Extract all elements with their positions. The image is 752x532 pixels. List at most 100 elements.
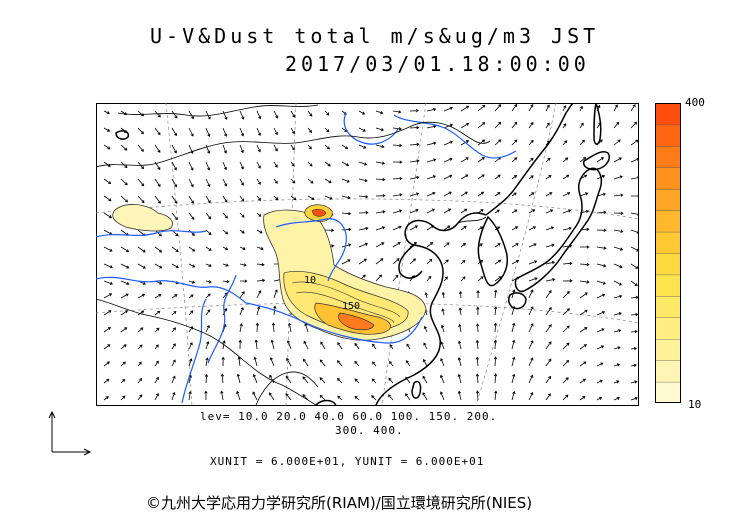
wind-vector xyxy=(371,395,377,401)
wind-vector xyxy=(596,280,607,285)
wind-vector xyxy=(137,195,145,204)
wind-vector xyxy=(154,393,159,401)
wind-vector xyxy=(545,157,551,163)
wind-vector xyxy=(171,343,176,350)
wind-vector xyxy=(256,195,262,201)
wind-vector xyxy=(236,390,241,401)
wind-vector xyxy=(579,395,586,401)
wind-vector xyxy=(256,144,261,153)
wind-vector xyxy=(372,343,377,350)
wind-vector xyxy=(426,141,437,146)
wind-vector xyxy=(171,110,178,119)
wind-vector xyxy=(562,174,570,180)
wind-vector xyxy=(511,175,518,180)
wind-vector xyxy=(460,243,466,248)
wind-vector xyxy=(269,374,275,384)
wind-vector xyxy=(477,276,484,282)
wind-vector xyxy=(137,144,144,152)
wind-vector xyxy=(562,308,570,316)
wind-vector xyxy=(630,176,639,180)
wind-vector xyxy=(443,123,453,129)
wind-vector xyxy=(256,178,261,185)
wind-vector xyxy=(440,357,445,367)
wind-vector xyxy=(613,280,623,286)
wind-vector xyxy=(171,375,176,384)
wind-vector xyxy=(324,195,333,200)
wind-vector xyxy=(579,344,588,350)
wind-vector xyxy=(476,306,480,316)
wind-vector xyxy=(528,175,534,180)
wind-vector xyxy=(120,280,130,285)
wind-vector xyxy=(613,157,622,163)
wind-vector xyxy=(239,195,245,202)
wind-vector xyxy=(205,309,211,316)
wind-vector xyxy=(511,121,518,129)
wind-vector xyxy=(205,246,212,251)
wind-vector xyxy=(103,280,113,285)
wind-vector xyxy=(422,392,428,401)
wind-vector xyxy=(545,209,554,214)
wind-vector xyxy=(222,178,228,187)
wind-vector xyxy=(392,160,403,164)
wind-vector xyxy=(222,144,227,154)
wind-vector xyxy=(423,325,428,333)
wind-vector xyxy=(405,360,411,367)
wind-vector xyxy=(120,361,126,367)
wind-vector xyxy=(171,311,177,316)
wind-vector xyxy=(630,280,638,287)
wind-vector xyxy=(460,157,469,163)
wind-vector xyxy=(460,174,469,180)
wind-vector xyxy=(494,139,502,146)
wind-vector xyxy=(285,375,292,384)
wind-vector xyxy=(630,380,638,384)
wind-vector xyxy=(475,323,480,333)
wind-vector xyxy=(613,246,624,251)
wind-vector xyxy=(171,263,179,268)
wind-vector xyxy=(579,122,584,129)
wind-vector xyxy=(392,225,402,231)
wind-vector xyxy=(222,110,228,120)
wind-vector xyxy=(562,157,569,163)
wind-vector xyxy=(358,258,368,265)
wind-vector xyxy=(528,104,534,112)
wind-vector xyxy=(426,275,432,282)
wind-vector xyxy=(188,246,196,252)
colorbar-cell xyxy=(655,359,681,383)
colorbar-cell xyxy=(655,274,681,297)
wind-vector xyxy=(388,377,394,384)
wind-vector xyxy=(171,195,178,204)
wind-vector xyxy=(273,178,278,184)
chart-timestamp: 2017/03/01.18:00:00 xyxy=(285,52,590,76)
wind-vector xyxy=(457,340,462,350)
wind-vector xyxy=(205,110,211,120)
wind-vector xyxy=(120,178,128,186)
wind-vector xyxy=(613,104,618,112)
dust-contour-ring-2 xyxy=(295,291,395,324)
wind-vector xyxy=(256,262,265,267)
wind-vector xyxy=(205,178,211,188)
wind-vector xyxy=(239,323,243,333)
wind-vector xyxy=(252,391,258,401)
wind-vector xyxy=(443,225,451,231)
wind-vector xyxy=(337,342,343,350)
wind-vector xyxy=(409,258,416,265)
wind-vector xyxy=(120,293,129,299)
wind-vector xyxy=(409,192,420,197)
colorbar-cell xyxy=(655,252,681,276)
wind-vector xyxy=(440,391,445,401)
colorbar-cell xyxy=(655,317,681,340)
wind-vector xyxy=(477,191,485,197)
wind-vector xyxy=(188,229,195,236)
wind-vector xyxy=(613,346,621,350)
wind-vector xyxy=(171,327,176,333)
wind-vector xyxy=(237,356,241,367)
wind-vector xyxy=(171,144,177,154)
wind-vector xyxy=(477,226,483,231)
wind-vector xyxy=(494,121,502,129)
wind-vector xyxy=(458,290,463,299)
wind-vector xyxy=(511,322,516,333)
wind-vector xyxy=(476,290,480,299)
wind-vector xyxy=(528,226,537,231)
wind-vector xyxy=(375,258,384,265)
wind-vector xyxy=(596,397,603,401)
